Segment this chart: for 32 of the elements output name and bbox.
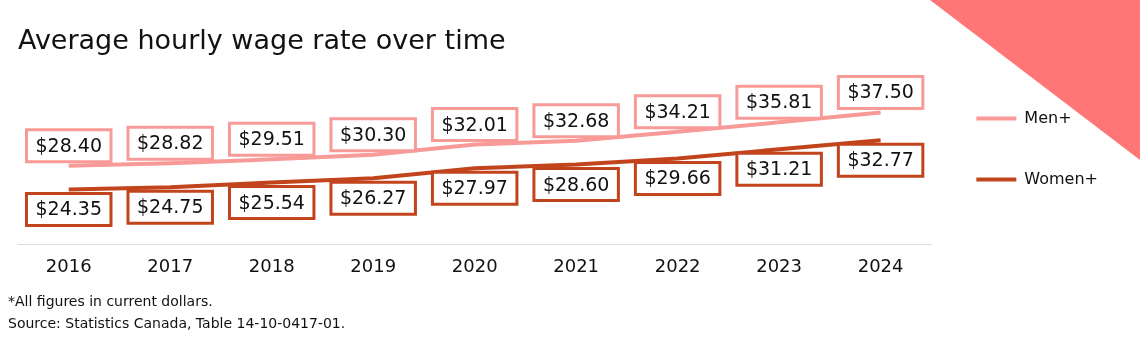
x-tick-label: 2021 bbox=[553, 254, 600, 276]
x-tick-label: 2023 bbox=[756, 254, 803, 276]
x-tick-label: 2019 bbox=[350, 254, 397, 276]
data-label: $35.81 bbox=[745, 90, 813, 113]
source-note: Source: Statistics Canada, Table 14-10-0417-01. bbox=[8, 314, 347, 333]
data-label: $30.30 bbox=[339, 122, 407, 145]
data-label: $31.21 bbox=[745, 157, 813, 180]
data-label: $32.77 bbox=[847, 148, 914, 171]
chart-title: Average hourly wage rate over time bbox=[18, 24, 506, 56]
data-label: $27.97 bbox=[441, 176, 508, 199]
x-tick-label: 2024 bbox=[857, 254, 904, 276]
data-label: $25.54 bbox=[238, 190, 305, 213]
data-label: $28.40 bbox=[35, 133, 102, 156]
data-label: $32.68 bbox=[542, 108, 610, 131]
x-tick-label: 2018 bbox=[248, 254, 295, 276]
data-label: $24.35 bbox=[35, 197, 102, 220]
data-label: $34.21 bbox=[644, 99, 711, 122]
data-label: $24.75 bbox=[136, 195, 204, 218]
x-tick-label: 2017 bbox=[147, 254, 194, 276]
x-tick-label: 2020 bbox=[451, 254, 498, 276]
data-label: $29.51 bbox=[238, 127, 305, 150]
text: *All figures in current dollars. bbox=[8, 292, 214, 311]
data-label: $29.66 bbox=[644, 166, 711, 189]
data-label: $28.60 bbox=[542, 172, 610, 195]
data-label: $37.50 bbox=[847, 80, 914, 103]
data-label: $32.01 bbox=[441, 112, 508, 135]
legend-label: Men+ bbox=[1024, 107, 1072, 127]
data-label: $26.27 bbox=[339, 186, 407, 209]
legend-label: Women+ bbox=[1024, 168, 1099, 188]
x-tick-label: 2016 bbox=[45, 254, 92, 276]
data-label: $28.82 bbox=[136, 131, 204, 154]
x-tick-label: 2022 bbox=[654, 254, 701, 276]
